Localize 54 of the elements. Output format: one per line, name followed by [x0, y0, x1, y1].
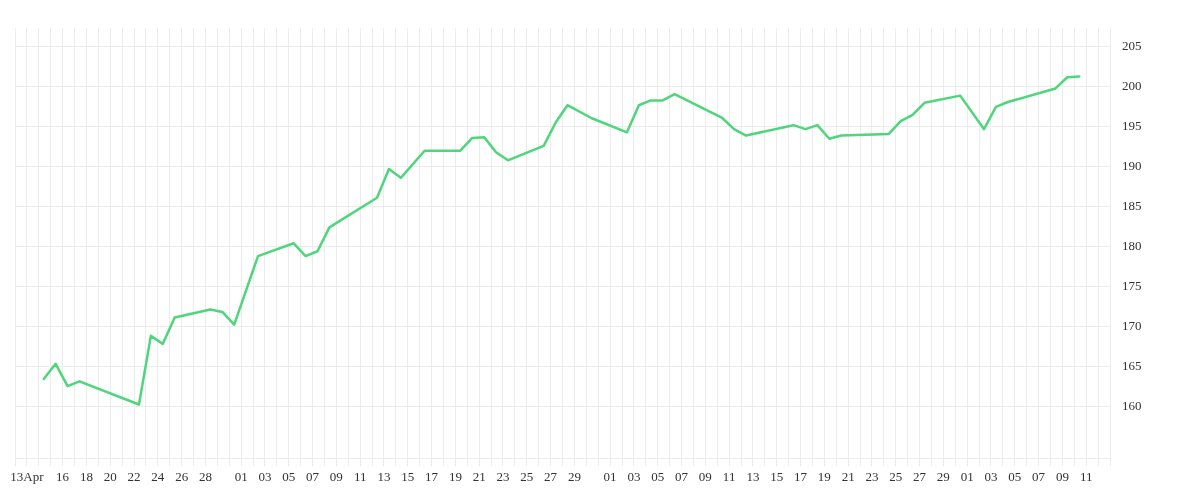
y-tick-label: 160 [1122, 397, 1142, 413]
x-tick-label: 09 [698, 469, 712, 485]
x-tick-label: 15 [401, 469, 415, 485]
x-tick-label: 23 [865, 469, 879, 485]
x-tick-label: 22 [127, 469, 141, 485]
x-tick-label: 07 [1032, 469, 1046, 485]
x-tick-label: 24 [151, 469, 165, 485]
x-tick-label: 17 [425, 469, 439, 485]
y-tick-label: 175 [1122, 277, 1142, 293]
x-tick-label: 01 [960, 469, 974, 485]
x-tick-label: 19 [448, 469, 462, 485]
x-tick-label: 05 [1008, 469, 1022, 485]
y-tick-label: 170 [1122, 317, 1142, 333]
x-tick-label: 29 [936, 469, 950, 485]
x-tick-label: 09 [1055, 469, 1069, 485]
x-tick-label: 15 [770, 469, 784, 485]
x-tick-label: 21 [472, 469, 486, 485]
x-tick-label: 18 [79, 469, 93, 485]
x-tick-label: 05 [651, 469, 665, 485]
x-tick-label: 03 [984, 469, 998, 485]
x-tick-label: 03 [627, 469, 641, 485]
x-tick-label: 01 [603, 469, 617, 485]
y-tick-label: 190 [1122, 158, 1142, 174]
x-tick-label: 27 [544, 469, 558, 485]
x-tick-label: 09 [329, 469, 343, 485]
x-tick-label: 11 [353, 469, 367, 485]
x-tick-label: 28 [198, 469, 212, 485]
y-tick-label: 205 [1122, 38, 1142, 54]
y-tick-label: 165 [1122, 357, 1142, 373]
x-tick-label: 07 [306, 469, 320, 485]
x-tick-label: 03 [258, 469, 272, 485]
x-tick-label: 05 [282, 469, 296, 485]
x-tick-label: 21 [841, 469, 855, 485]
x-tick-label: 26 [175, 469, 189, 485]
y-tick-label: 195 [1122, 118, 1142, 134]
y-tick-label: 180 [1122, 237, 1142, 253]
x-tick-label: 13 [377, 469, 391, 485]
x-tick-label: 16 [56, 469, 70, 485]
x-tick-label: 19 [817, 469, 831, 485]
x-tick-label: 25 [520, 469, 534, 485]
x-tick-label: 13 [746, 469, 760, 485]
x-tick-label: 11 [1079, 469, 1093, 485]
x-tick-label: 13Apr [10, 469, 45, 485]
y-tick-label: 200 [1122, 78, 1142, 94]
x-tick-label: 07 [675, 469, 689, 485]
y-tick-label: 185 [1122, 198, 1142, 214]
x-tick-label: 23 [496, 469, 510, 485]
x-tick-label: 27 [913, 469, 927, 485]
x-tick-label: 11 [722, 469, 736, 485]
x-tick-label: 01 [234, 469, 248, 485]
x-tick-label: 25 [889, 469, 903, 485]
x-tick-label: 20 [103, 469, 117, 485]
x-tick-label: 29 [567, 469, 581, 485]
x-tick-label: 17 [794, 469, 808, 485]
